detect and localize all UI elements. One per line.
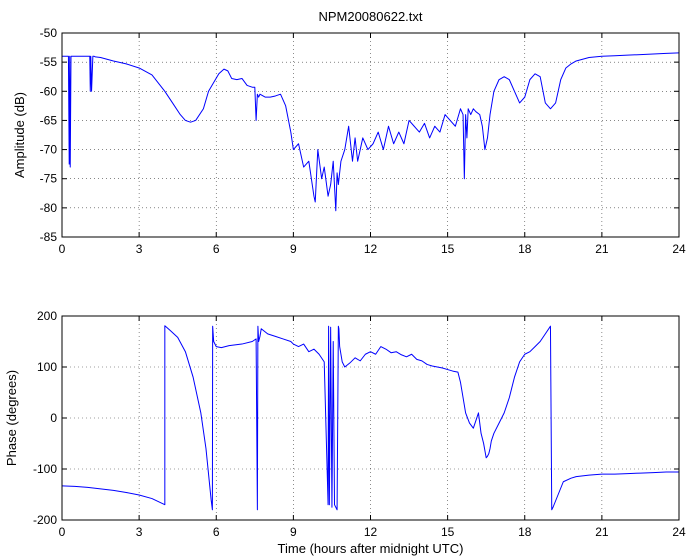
amplitude-x-tick-label: 0 xyxy=(59,242,66,256)
amplitude-x-tick-label: 6 xyxy=(213,242,220,256)
chart-title: NPM20080622.txt xyxy=(318,9,422,24)
amplitude-x-tick-label: 3 xyxy=(136,242,143,256)
amplitude-x-tick-label: 15 xyxy=(441,242,455,256)
phase-x-tick-label: 9 xyxy=(290,525,297,539)
phase-grid xyxy=(62,316,679,520)
phase-x-tick-label: 15 xyxy=(441,525,455,539)
phase-x-tick-label: 6 xyxy=(213,525,220,539)
amplitude-y-tick-label: -75 xyxy=(40,172,58,186)
amplitude-y-tick-label: -60 xyxy=(40,84,58,98)
phase-y-tick-label: -100 xyxy=(33,462,57,476)
phase-x-axis-label: Time (hours after midnight UTC) xyxy=(278,541,464,556)
phase-series-layer xyxy=(61,325,679,511)
phase-series-line xyxy=(61,325,679,511)
amplitude-plot: 0 3 6 9 12 15 18 21 24 -85 -80 -75 -70 -65 -60 -55 -50 N… xyxy=(12,9,686,256)
amplitude-y-tick-label: -85 xyxy=(40,230,58,244)
phase-x-tick-label: 3 xyxy=(136,525,143,539)
phase-x-tick-label: 21 xyxy=(595,525,609,539)
amplitude-x-tick-label: 24 xyxy=(672,242,686,256)
amplitude-y-tick-label: -70 xyxy=(40,143,58,157)
phase-ticks: 0 3 6 9 12 15 18 21 24 -200 -100 0 100 200 xyxy=(33,309,686,539)
amplitude-grid xyxy=(62,33,679,237)
amplitude-y-axis-label: Amplitude (dB) xyxy=(12,92,27,178)
amplitude-ticks: 0 3 6 9 12 15 18 21 24 -85 -80 -75 -70 -65 -60 -55 -50 xyxy=(40,26,686,256)
amplitude-x-tick-label: 9 xyxy=(290,242,297,256)
amplitude-y-tick-label: -80 xyxy=(40,201,58,215)
phase-x-tick-label: 18 xyxy=(518,525,532,539)
phase-y-tick-label: -200 xyxy=(33,513,57,527)
phase-x-tick-label: 0 xyxy=(59,525,66,539)
amplitude-x-tick-label: 12 xyxy=(364,242,378,256)
amplitude-y-tick-label: -55 xyxy=(40,55,58,69)
phase-x-tick-label: 12 xyxy=(364,525,378,539)
amplitude-y-tick-label: -50 xyxy=(40,26,58,40)
amplitude-series-layer xyxy=(62,52,680,212)
phase-x-tick-label: 24 xyxy=(672,525,686,539)
amplitude-y-tick-label: -65 xyxy=(40,113,58,127)
phase-y-tick-label: 200 xyxy=(37,309,57,323)
phase-plot: 0 3 6 9 12 15 18 21 24 -200 -100 0 100 200 Time (hour… xyxy=(4,309,686,556)
phase-y-axis-label: Phase (degrees) xyxy=(4,370,19,466)
amplitude-x-tick-label: 21 xyxy=(595,242,609,256)
amplitude-x-tick-label: 18 xyxy=(518,242,532,256)
phase-y-tick-label: 100 xyxy=(37,360,57,374)
phase-y-tick-label: 0 xyxy=(50,411,57,425)
amplitude-series-line xyxy=(62,52,680,212)
amplitude-axes-frame xyxy=(61,32,680,238)
